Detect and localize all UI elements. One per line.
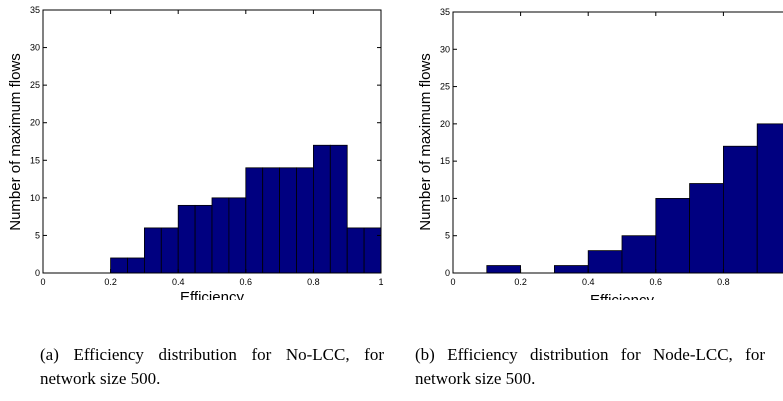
chart-b-axes-box [452,11,783,274]
y-tick-label: 35 [440,7,450,17]
y-tick-label: 10 [440,193,450,203]
chart-a-x-label: Efficiency [180,289,244,300]
bar [346,227,365,274]
y-tick-label: 30 [30,43,40,53]
bar [127,257,145,274]
y-tick-label: 25 [30,80,40,90]
chart-b-x-ticks: 00.20.40.60.81 [450,12,730,287]
caption-b: (b) Efficiency distribution for Node-LCC… [415,345,765,388]
x-tick-label: 0.6 [650,277,663,287]
bar [587,250,623,274]
bar [723,145,758,274]
chart-b-bars [486,123,783,274]
x-tick-label: 0.2 [104,277,117,287]
bar [160,227,179,274]
x-tick-label: 0 [40,277,45,287]
x-tick-label: 0 [450,277,455,287]
bar [756,123,783,274]
y-tick-label: 20 [440,119,450,129]
chart-a-x-ticks: 0 0.2 0.4 0.6 0.8 1 [40,10,384,287]
y-tick-label: 15 [30,155,40,165]
y-tick-label: 30 [440,44,450,54]
bar [655,198,690,274]
chart-a-bars [110,144,382,274]
chart-a-y-ticks: 0 5 10 15 20 25 30 35 [30,5,381,278]
x-tick-label: 0.2 [514,277,527,287]
bar [110,257,128,274]
y-tick-label: 0 [35,268,40,278]
x-tick-label: 0.8 [307,277,320,287]
bar [554,265,589,274]
chart-b-y-ticks: 0 5 10 15 20 25 30 35 [440,7,457,278]
bar [262,167,281,274]
x-tick-label: 0.4 [582,277,595,287]
bar [194,204,213,274]
bar [363,227,382,274]
bar [329,144,348,274]
y-tick-label: 35 [30,5,40,15]
y-tick-label: 20 [30,118,40,128]
bar [486,265,521,274]
chart-a-axes-box [42,9,382,274]
chart-a-y-label: Number of maximum flows [7,53,24,231]
y-tick-label: 5 [35,230,40,240]
bar [296,167,314,274]
x-tick-label: 0.6 [240,277,253,287]
chart-b-x-label: Efficiency [590,292,654,300]
y-tick-label: 25 [440,82,450,92]
bar [279,167,297,274]
y-tick-label: 10 [30,193,40,203]
bar [177,204,196,274]
chart-b-y-label: Number of maximum flows [417,53,434,231]
bar [211,197,230,274]
x-tick-label: 1 [378,277,383,287]
bar [245,167,264,274]
bar [689,183,724,274]
bar [312,144,331,274]
caption-a: (a) Efficiency distribution for No-LCC, … [40,345,384,388]
chart-a: 0 5 10 15 20 25 30 35 0 0.2 0.4 0.6 0.8 1 Efficiency… [7,5,384,300]
bar [143,227,162,274]
y-tick-label: 5 [445,231,450,241]
x-tick-label: 0.8 [717,277,730,287]
figure: 0 5 10 15 20 25 30 35 0 0.2 0.4 0.6 0.8 1 Efficiency… [7,5,783,300]
bar [228,197,247,274]
x-tick-label: 0.4 [172,277,185,287]
y-tick-label: 0 [445,268,450,278]
bar [621,235,657,274]
y-tick-label: 15 [440,156,450,166]
